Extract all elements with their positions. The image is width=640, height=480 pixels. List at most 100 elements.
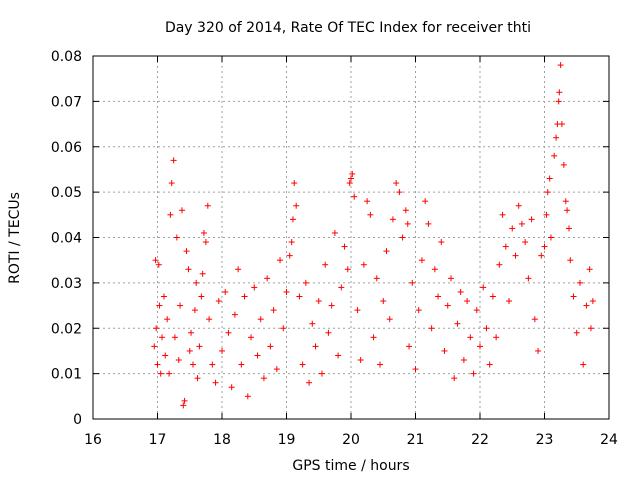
data-point [155, 261, 162, 268]
data-point [231, 311, 238, 318]
data-point [515, 202, 522, 209]
data-point [531, 316, 538, 323]
data-point [225, 329, 232, 336]
data-point [357, 357, 364, 364]
data-point [183, 248, 190, 255]
data-point [556, 89, 563, 96]
data-point [464, 298, 471, 305]
data-point [546, 175, 553, 182]
data-point [404, 220, 411, 227]
data-point [480, 284, 487, 291]
chart-title: Day 320 of 2014, Rate Of TEC Index for r… [165, 20, 531, 36]
data-point [164, 316, 171, 323]
data-point [200, 229, 207, 236]
data-point [222, 288, 229, 295]
data-point [496, 261, 503, 268]
data-point [280, 325, 287, 332]
data-point [438, 239, 445, 246]
data-point [502, 243, 509, 250]
data-point [322, 261, 329, 268]
data-point [547, 234, 554, 241]
data-point [168, 180, 175, 187]
data-point [170, 157, 177, 164]
data-point [312, 343, 319, 350]
data-point [354, 307, 361, 314]
data-point [204, 202, 211, 209]
data-point [396, 189, 403, 196]
data-point [251, 284, 258, 291]
data-point [215, 298, 222, 305]
data-point [186, 347, 193, 354]
data-point [586, 266, 593, 273]
data-point [541, 243, 548, 250]
data-point [562, 198, 569, 205]
data-point [422, 198, 429, 205]
data-point [580, 361, 587, 368]
data-point [499, 211, 506, 218]
data-point [267, 343, 274, 350]
data-point [328, 302, 335, 309]
data-point [151, 343, 158, 350]
data-point [564, 207, 571, 214]
y-tick-label: 0.05 [51, 185, 82, 201]
data-point [277, 257, 284, 264]
y-tick-label: 0.04 [51, 231, 82, 247]
data-point [525, 275, 532, 282]
data-point [193, 279, 200, 286]
data-point [360, 261, 367, 268]
y-tick-label: 0.06 [51, 140, 82, 156]
x-tick-label: 23 [536, 432, 554, 448]
data-point [486, 361, 493, 368]
data-point [551, 152, 558, 159]
data-point [254, 352, 261, 359]
y-tick-label: 0.08 [51, 49, 82, 65]
data-point [238, 361, 245, 368]
data-point [185, 266, 192, 273]
data-point [522, 239, 529, 246]
x-tick-labels: 16 17 18 19 20 21 22 23 24 [84, 432, 618, 448]
data-point [367, 211, 374, 218]
data-point [160, 293, 167, 300]
x-tick-label: 17 [149, 432, 167, 448]
data-points [151, 62, 596, 409]
x-tick-label: 24 [600, 432, 618, 448]
data-point [383, 248, 390, 255]
data-point [153, 325, 160, 332]
data-point [528, 216, 535, 223]
data-point [306, 379, 313, 386]
data-point [428, 325, 435, 332]
data-point [212, 379, 219, 386]
x-tick-label: 22 [471, 432, 489, 448]
data-point [173, 234, 180, 241]
data-point [291, 180, 298, 187]
data-point [473, 307, 480, 314]
data-point [302, 279, 309, 286]
x-tick-label: 16 [84, 432, 102, 448]
data-point [299, 361, 306, 368]
data-point [441, 347, 448, 354]
data-point [567, 257, 574, 264]
data-point [538, 252, 545, 259]
axis-ticks [92, 55, 610, 420]
y-tick-label: 0 [73, 412, 82, 428]
data-point [412, 366, 419, 373]
data-point [435, 293, 442, 300]
data-point [338, 284, 345, 291]
data-point [289, 216, 296, 223]
data-point [191, 307, 198, 314]
data-point [451, 375, 458, 382]
x-tick-label: 18 [213, 432, 231, 448]
data-point [309, 320, 316, 327]
data-point [248, 334, 255, 341]
data-point [558, 121, 565, 128]
data-point [477, 343, 483, 350]
data-point [555, 98, 562, 105]
data-point [206, 316, 213, 323]
y-tick-label: 0.01 [51, 367, 82, 383]
data-point [377, 361, 384, 368]
data-point [228, 384, 235, 391]
data-point [293, 202, 300, 209]
data-point [389, 216, 396, 223]
y-tick-label: 0.03 [51, 276, 82, 292]
data-point [543, 211, 550, 218]
